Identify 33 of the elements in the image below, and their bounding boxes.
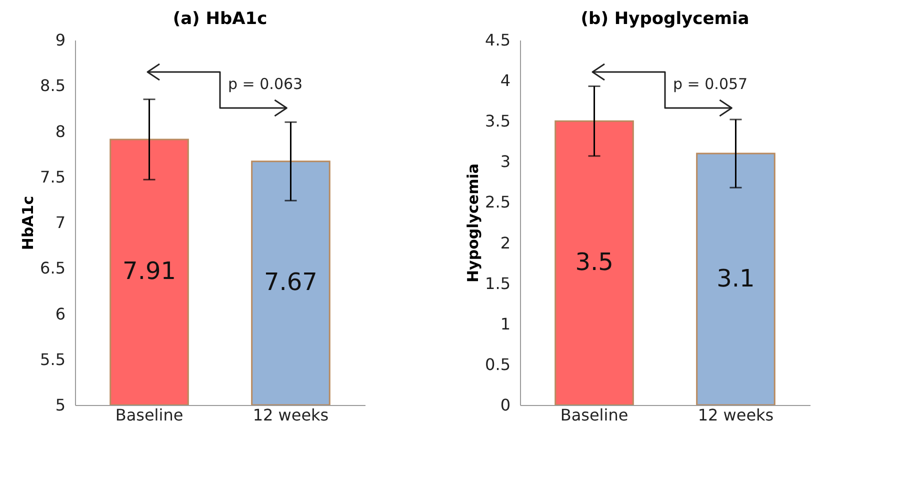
- y-tick-label: 0.5: [485, 354, 510, 374]
- y-tick-label: 2.5: [485, 192, 510, 212]
- y-tick-label: 1: [500, 314, 510, 334]
- y-tick-label: 7: [55, 213, 66, 232]
- data-label: 3.5: [575, 248, 614, 276]
- y-tick-label: 8: [55, 122, 66, 141]
- x-tick-label: 12 weeks: [252, 406, 329, 424]
- y-tick-label: 1.5: [485, 274, 510, 293]
- x-tick-label: Baseline: [115, 406, 184, 424]
- y-tick-label: 5.5: [40, 350, 66, 369]
- chart-title: (b) Hypoglycemia: [580, 9, 750, 29]
- y-tick-label: 5: [55, 396, 66, 414]
- data-label: 3.1: [716, 264, 755, 292]
- annotation: p = 0.057: [673, 75, 748, 93]
- y-tick-label: 4.5: [485, 30, 510, 50]
- y-axis-title: HbA1c: [19, 196, 38, 250]
- y-axis-title: Hypoglycemia: [464, 164, 482, 282]
- y-tick-label: 9: [55, 30, 66, 50]
- y-tick-label: 8.5: [40, 76, 66, 96]
- x-tick-label: Baseline: [560, 406, 628, 424]
- data-label: 7.67: [264, 268, 318, 296]
- y-tick-label: 3.5: [485, 112, 510, 131]
- data-label: 7.91: [122, 257, 176, 286]
- annotation: p = 0.063: [228, 75, 303, 93]
- y-tick-label: 3: [500, 152, 510, 172]
- x-tick-label: 12 weeks: [698, 406, 774, 424]
- y-tick-label: 6: [55, 304, 66, 324]
- y-tick-label: 4: [500, 71, 510, 90]
- y-tick-label: 0: [500, 396, 510, 414]
- y-tick-label: 2: [500, 233, 510, 252]
- y-tick-label: 7.5: [40, 167, 66, 186]
- y-tick-label: 6.5: [40, 258, 66, 278]
- chart-title: (a) HbA1c: [172, 9, 268, 29]
